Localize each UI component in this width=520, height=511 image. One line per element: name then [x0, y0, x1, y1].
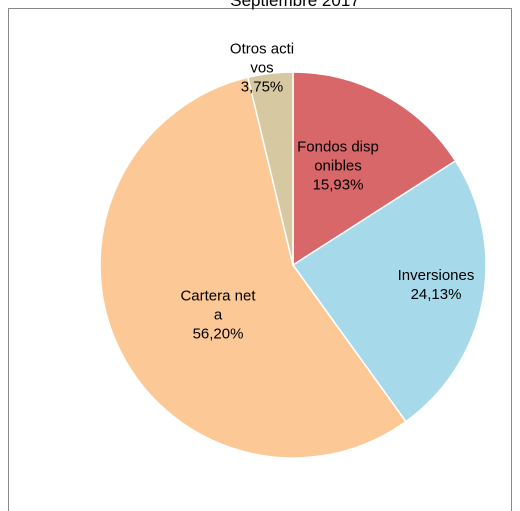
value-label: 15,93%: [312, 176, 364, 194]
pie-slice: [292, 71, 457, 267]
pie-slice: [291, 159, 487, 423]
chart-border: [8, 8, 512, 511]
slice-label: Cartera neta 56,20%: [178, 287, 258, 344]
pie-slice: [247, 71, 294, 266]
value-label: 24,13%: [410, 286, 462, 303]
category-label: Fondos disponibles: [297, 138, 379, 175]
slice-label: Otros activos 3,75%: [227, 40, 297, 97]
category-label: Inversiones: [397, 267, 475, 284]
category-label: Otros activos: [229, 40, 295, 77]
slice-label: Fondos disponibles 15,93%: [295, 138, 381, 195]
chart-title: Septiembre 2017: [230, 0, 359, 10]
value-label: 56,20%: [192, 325, 244, 343]
slice-label: Inversiones 24,13%: [386, 266, 486, 304]
category-label: Cartera neta: [180, 287, 256, 324]
value-label: 3,75%: [240, 78, 284, 96]
pie-slice: [99, 76, 407, 459]
